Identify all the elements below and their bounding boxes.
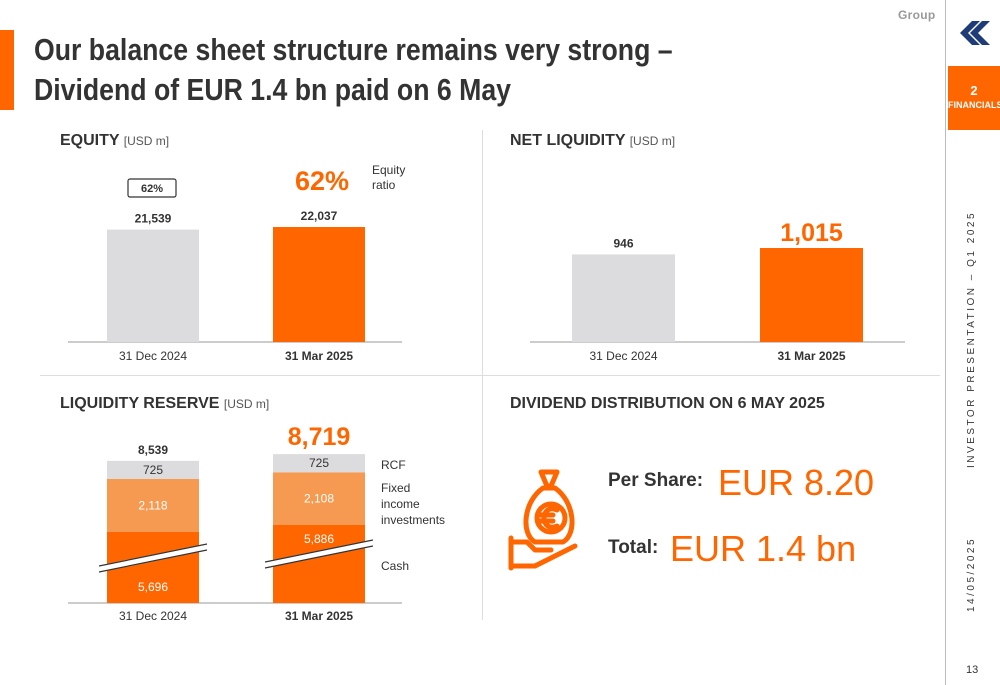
panel-divider-horizontal: [40, 375, 940, 376]
section-number: 2: [970, 83, 978, 98]
liquidity-reserve-segment: [107, 460, 199, 479]
liquidity-reserve-chart: 5,696 2,118 725 8,539 31 Dec 2024 5,886 2,108 7…: [68, 423, 445, 623]
equity-ratio-caption: Equity: [372, 163, 405, 177]
axis-break-mark: [264, 539, 374, 563]
accent-bar: [0, 30, 14, 110]
net-liquidity-bar: [572, 254, 675, 342]
net-liquidity-value-label: 946: [613, 236, 633, 250]
presentation-date: 14/05/2025: [966, 536, 977, 612]
dividend-title: DIVIDEND DISTRIBUTION ON 6 MAY 2025: [510, 395, 825, 412]
equity-bar: [107, 229, 199, 342]
liquidity-reserve-segment-label: 2,118: [138, 499, 167, 513]
liquidity-reserve-category-label: 31 Dec 2024: [119, 609, 187, 623]
equity-chart: 21,539 31 Dec 2024 22,037 31 Mar 2025 62% 62%…: [68, 163, 405, 363]
equity-ratio-box: [127, 178, 177, 198]
equity-ratio-label: 62%: [141, 183, 163, 195]
total-value: EUR 1.4 bn: [670, 528, 857, 569]
page-title: Our balance sheet structure remains very…: [34, 32, 673, 107]
liquidity-reserve-segment: [273, 525, 365, 603]
equity-category-label: 31 Mar 2025: [285, 349, 353, 363]
axis-break-mark: [264, 539, 374, 569]
axis-break-mark: [264, 545, 374, 569]
presentation-label: INVESTOR PRESENTATION – Q1 2025: [966, 210, 977, 468]
liquidity-reserve-category-label: 31 Mar 2025: [285, 609, 353, 623]
net-liquidity-title: NET LIQUIDITY [USD m]: [510, 132, 676, 149]
legend-rcf: RCF: [381, 458, 406, 472]
net-liquidity-bar: [760, 248, 863, 342]
sidebar-divider: [945, 0, 946, 685]
liquidity-reserve-total-label: 8,539: [138, 443, 168, 457]
net-liquidity-category-label: 31 Dec 2024: [589, 349, 657, 363]
page-number: 13: [966, 664, 979, 676]
liquidity-reserve-total-label: 8,719: [288, 423, 351, 451]
net-liquidity-chart: 946 31 Dec 2024 1,015 31 Mar 2025: [530, 219, 905, 363]
axis-break-mark: [98, 549, 208, 573]
liquidity-reserve-segment-label: 725: [309, 456, 329, 470]
liquidity-reserve-segment-label: 2,108: [304, 492, 334, 506]
legend-fixed-income: income: [381, 497, 420, 511]
hand-money-bag-euro-icon: [508, 469, 578, 571]
equity-ratio-caption: ratio: [372, 178, 396, 192]
equity-value-label: 21,539: [135, 212, 172, 226]
legend-fixed-income: Fixed: [381, 481, 410, 495]
legend-cash: Cash: [381, 559, 409, 573]
group-label: Group: [898, 8, 936, 22]
net-liquidity-category-label: 31 Mar 2025: [777, 349, 845, 363]
equity-value-label: 22,037: [301, 209, 338, 223]
equity-title: EQUITY [USD m]: [60, 132, 170, 149]
equity-ratio-highlight: 62%: [295, 166, 349, 196]
company-logo-icon: [960, 21, 990, 45]
liquidity-reserve-title: LIQUIDITY RESERVE [USD m]: [60, 395, 270, 412]
total-label: Total:: [608, 537, 659, 558]
section-label: FINANCIALS: [948, 100, 1000, 110]
net-liquidity-value-label: 1,015: [780, 219, 843, 247]
liquidity-reserve-segment-label: 5,886: [304, 532, 334, 546]
axis-break-mark: [98, 543, 208, 573]
legend-fixed-income: investments: [381, 513, 445, 527]
liquidity-reserve-segment-label: 5,696: [138, 580, 168, 594]
liquidity-reserve-segment-label: 725: [143, 463, 163, 477]
axis-break-mark: [98, 543, 208, 567]
per-share-label: Per Share:: [608, 470, 704, 491]
liquidity-reserve-segment: [107, 479, 199, 532]
section-tab-financials[interactable]: 2 FINANCIALS: [948, 66, 1000, 130]
equity-category-label: 31 Dec 2024: [119, 349, 187, 363]
per-share-value: EUR 8.20: [718, 462, 875, 503]
liquidity-reserve-segment: [273, 472, 365, 525]
liquidity-reserve-segment: [273, 454, 365, 473]
equity-bar: [273, 227, 365, 342]
